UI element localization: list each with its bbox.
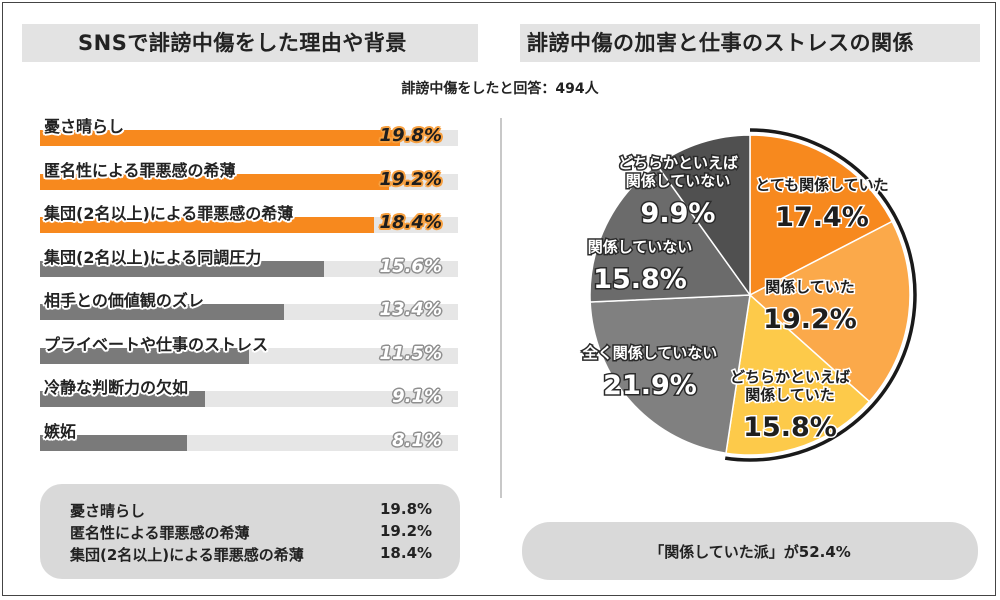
pie-slice-label: 関係していない [588, 238, 693, 256]
pie-slice-label: 関係していない [626, 172, 731, 190]
pie-slice-value: 17.4% [775, 202, 869, 233]
bar [40, 260, 324, 277]
bar-value-label: 8.1% [392, 429, 442, 451]
bar-value-label: 19.2% [379, 168, 442, 190]
left-chart-title: SNSで誹謗中傷をした理由や背景 [78, 31, 407, 55]
pie-slice [725, 293, 871, 456]
respondent-count: 誹謗中傷をしたと回答：494人 [401, 81, 599, 97]
bar-value-label: 15.6% [379, 255, 442, 277]
pie-slice-label: 全く関係していない [582, 344, 718, 362]
bar [40, 217, 375, 233]
bar-row: 集団(2名以上)による罪悪感の希薄 18.4% [40, 203, 460, 243]
bar-category-label: 集団(2名以上)による同調圧力 [44, 247, 262, 267]
bar-value-label: 11.5% [379, 342, 442, 364]
pie-slice [748, 220, 911, 403]
bar-row: 嫉妬 8.1% [40, 421, 460, 461]
left-title-band [22, 24, 478, 62]
bar [40, 434, 188, 451]
bar [40, 347, 249, 364]
right-chart-title: 誹謗中傷の加害と仕事のストレスの関係 [527, 31, 914, 55]
bar [40, 391, 206, 407]
bar-category-label: 匿名性による罪悪感の希薄 [44, 160, 236, 180]
right-title-band [520, 24, 980, 62]
pie-slice [655, 134, 751, 298]
pie-slice-value: 15.8% [593, 264, 687, 295]
bar [40, 304, 284, 320]
bar-category-label: プライベートや仕事のストレス [44, 334, 269, 354]
conclusion-box: 「関係していた派」が52.4% [522, 522, 978, 580]
summary-row: 匿名性による罪悪感の希薄 19.2% [70, 522, 433, 544]
summary-label: 憂さ晴らし [70, 502, 146, 520]
bar-category-label: 相手との価値観のズレ [44, 291, 204, 310]
related-group-arc [724, 128, 917, 462]
section-divider [500, 118, 502, 498]
pie-slice [589, 294, 751, 455]
summary-row: 集団(2名以上)による罪悪感の希薄 18.4% [70, 544, 433, 566]
pie-slice [589, 163, 752, 303]
bar-value-label: 9.1% [392, 386, 442, 407]
bar-row: 匿名性による罪悪感の希薄 19.2% [40, 160, 460, 200]
top-reasons-summary: 憂さ晴らし 19.8% 匿名性による罪悪感の希薄 19.2% 集団(2名以上)に… [40, 484, 460, 579]
pie-slice-label: 関係していた [745, 386, 835, 404]
pie-slice-value: 19.2% [763, 304, 857, 335]
summary-label: 匿名性による罪悪感の希薄 [70, 524, 250, 542]
pie-slice-value: 9.9% [641, 198, 716, 229]
bar-row: 憂さ晴らし 19.8% [40, 116, 460, 156]
pie-slice-value: 15.8% [743, 412, 837, 443]
summary-value: 18.4% [380, 544, 433, 562]
bar-category-label: 集団(2名以上)による罪悪感の希薄 [44, 204, 294, 223]
conclusion-text: 「関係していた派」が52.4% [649, 543, 851, 561]
bar-value-label: 13.4% [379, 299, 442, 320]
pie-slice-label: 関係していた [765, 278, 855, 296]
bar-row: プライベートや仕事のストレス 11.5% [40, 334, 460, 374]
bar [40, 173, 389, 190]
pie-slice [749, 134, 894, 297]
summary-label: 集団(2名以上)による罪悪感の希薄 [70, 546, 304, 564]
pie-slice-label: どちらかといえば [730, 368, 850, 386]
stress-relation-pie-chart: とても関係していた17.4%関係していた19.2%どちらかといえば関係していた1… [580, 128, 917, 462]
bar-row: 集団(2名以上)による同調圧力 15.6% [40, 247, 460, 287]
pie-slice-label: どちらかといえば [618, 154, 738, 172]
bar-category-label: 冷静な判断力の欠如 [44, 378, 189, 397]
bar [40, 130, 400, 146]
bar-category-label: 嫉妬 [44, 421, 77, 441]
bar-category-label: 憂さ晴らし [44, 117, 125, 136]
summary-value: 19.8% [380, 500, 433, 518]
bar-value-label: 19.8% [379, 125, 442, 146]
bar-row: 冷静な判断力の欠如 9.1% [40, 377, 460, 417]
pie-slice-value: 21.9% [603, 370, 697, 401]
bar-value-label: 18.4% [379, 212, 442, 233]
pie-slice-label: とても関係していた [755, 176, 888, 194]
bar-row: 相手との価値観のズレ 13.4% [40, 290, 460, 330]
summary-row: 憂さ晴らし 19.8% [70, 500, 433, 522]
summary-value: 19.2% [380, 522, 433, 540]
